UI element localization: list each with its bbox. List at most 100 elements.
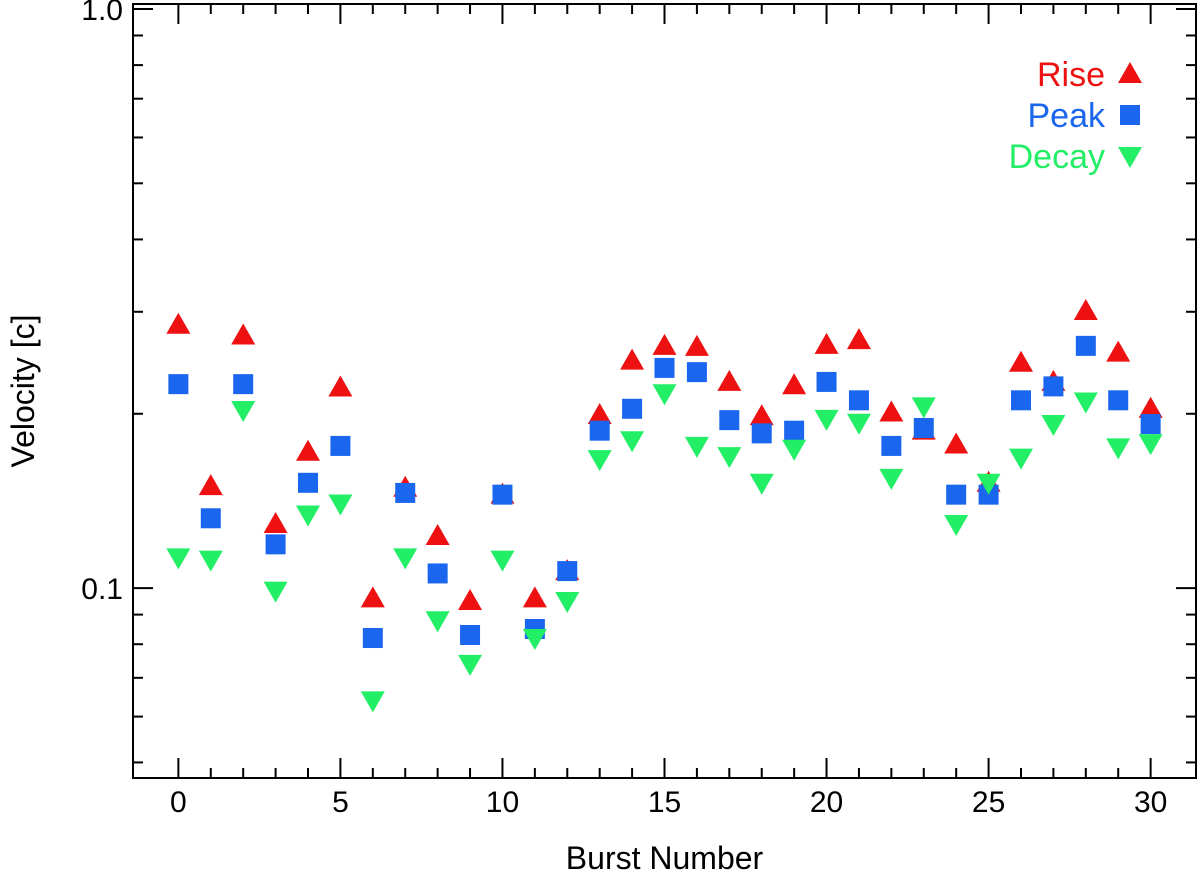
peak-point [395, 482, 416, 503]
decay-point [328, 494, 353, 516]
series-peak [168, 335, 1161, 649]
peak-point [427, 563, 448, 584]
decay-point [198, 550, 223, 572]
tick-labels: 0 5 10 15 20 25 30 0.1 1.0 [81, 0, 1167, 819]
rise-point [1106, 340, 1131, 362]
decay-point [587, 450, 612, 472]
peak-point [200, 508, 221, 529]
rise-point [652, 333, 677, 355]
rise-point [522, 586, 547, 608]
rise-point [166, 312, 191, 334]
peak-point [492, 484, 513, 505]
x-tick-label: 30 [1134, 786, 1167, 819]
peak-point [913, 417, 934, 438]
decay-point [296, 505, 321, 527]
decay-point [620, 431, 645, 453]
decay-point [879, 468, 904, 490]
decay-point [1041, 415, 1066, 437]
decay-point [263, 581, 288, 603]
decay-point [522, 629, 547, 651]
data-points [166, 298, 1163, 713]
decay-point [490, 550, 515, 572]
rise-point [231, 323, 256, 345]
peak-point [330, 435, 351, 456]
decay-point [1106, 438, 1131, 460]
peak-point [168, 374, 189, 395]
decay-point [166, 548, 191, 570]
rise-point [1138, 396, 1163, 418]
peak-point [946, 484, 967, 505]
rise-point [846, 328, 871, 350]
decay-point [393, 548, 418, 570]
decay-point [944, 515, 969, 537]
peak-point [1075, 335, 1096, 356]
rise-point [198, 474, 223, 496]
y-tick-label: 0.1 [81, 573, 123, 606]
rise-point [587, 403, 612, 425]
legend-label-peak: Peak [1028, 97, 1106, 135]
x-axis-title: Burst Number [566, 840, 764, 876]
x-tick-label: 5 [332, 786, 349, 819]
rise-point [944, 432, 969, 454]
decay-point [425, 611, 450, 633]
x-tick-label: 0 [170, 786, 187, 819]
decay-point [555, 592, 580, 614]
decay-point [1008, 448, 1033, 470]
decay-point [749, 473, 774, 495]
peak-point [784, 420, 805, 441]
decay-point [1073, 392, 1098, 414]
decay-point [846, 413, 871, 435]
rise-point [1008, 350, 1033, 372]
peak-point [298, 472, 319, 493]
x-tick-label: 15 [648, 786, 681, 819]
rise-point [620, 348, 645, 370]
rise-point [749, 404, 774, 426]
peak-point [362, 628, 383, 649]
rise-point [879, 400, 904, 422]
legend-label-rise: Rise [1037, 56, 1105, 94]
rise-point [263, 512, 288, 534]
peak-point [1140, 414, 1161, 435]
peak-point [1043, 376, 1064, 397]
rise-point [1073, 298, 1098, 320]
decay-point [458, 654, 483, 676]
peak-point [557, 561, 578, 582]
rise-point [296, 439, 321, 461]
peak-point [589, 420, 610, 441]
decay-point [1138, 434, 1163, 456]
decay-point [717, 447, 742, 469]
peak-point [719, 410, 740, 431]
rise-point [717, 369, 742, 391]
y-axis-title: Velocity [c] [5, 315, 41, 468]
peak-point [816, 371, 837, 392]
peak-point [622, 398, 643, 419]
peak-point [265, 534, 286, 555]
decay-point [814, 409, 839, 431]
peak-point [654, 357, 675, 378]
decay-point [231, 401, 256, 423]
decay-point [360, 691, 385, 713]
legend-marker-decay [1118, 147, 1142, 168]
rise-point [360, 586, 385, 608]
rise-point [814, 332, 839, 354]
rise-point [425, 524, 450, 546]
decay-point [911, 397, 936, 419]
decay-point [976, 473, 1001, 495]
peak-point [848, 390, 869, 411]
decay-point [782, 439, 807, 461]
peak-point [460, 624, 481, 645]
x-tick-label: 25 [972, 786, 1005, 819]
y-tick-label: 1.0 [81, 0, 123, 27]
peak-point [881, 435, 902, 456]
x-tick-label: 20 [810, 786, 843, 819]
decay-point [652, 384, 677, 406]
peak-point [1010, 390, 1031, 411]
peak-point [751, 423, 772, 444]
rise-point [458, 589, 483, 611]
peak-point [1108, 390, 1129, 411]
rise-point [328, 375, 353, 397]
peak-point [233, 374, 254, 395]
legend-marker-peak [1120, 105, 1140, 125]
